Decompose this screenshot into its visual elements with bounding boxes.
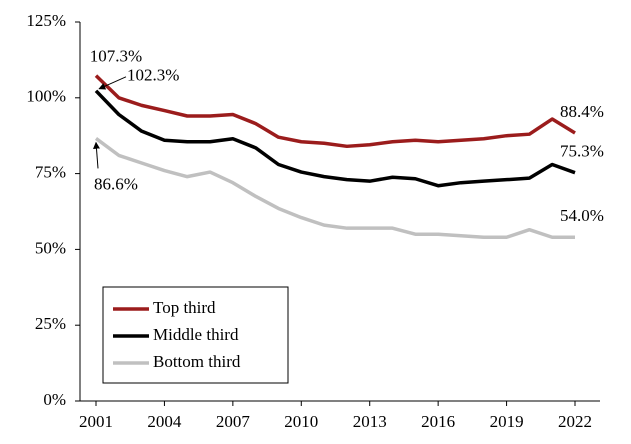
x-tick-label: 2001 xyxy=(79,412,113,431)
legend-label: Bottom third xyxy=(153,352,241,371)
annotation-arrow xyxy=(92,141,100,169)
series-line xyxy=(94,74,576,149)
x-tick-label: 2019 xyxy=(490,412,524,431)
y-tick-label: 0% xyxy=(43,390,66,409)
value-label: 86.6% xyxy=(94,174,138,193)
y-tick-label: 50% xyxy=(35,238,66,257)
series-line xyxy=(94,89,576,188)
x-tick-label: 2022 xyxy=(558,412,592,431)
x-tick-label: 2013 xyxy=(353,412,387,431)
x-tick-label: 2004 xyxy=(147,412,182,431)
value-label: 102.3% xyxy=(127,66,179,85)
value-label: 107.3% xyxy=(90,47,142,66)
value-label: 75.3% xyxy=(560,142,604,161)
x-tick-label: 2010 xyxy=(284,412,318,431)
x-tick-label: 2016 xyxy=(421,412,455,431)
legend-box xyxy=(102,286,289,384)
value-label: 88.4% xyxy=(560,102,604,121)
y-tick-label: 125% xyxy=(26,11,66,30)
y-tick-label: 100% xyxy=(26,87,66,106)
series-line xyxy=(94,137,575,240)
y-tick-label: 75% xyxy=(35,163,66,182)
value-label: 54.0% xyxy=(560,206,604,225)
legend-label: Top third xyxy=(153,298,216,317)
annotation-arrow xyxy=(98,76,127,90)
x-tick-label: 2007 xyxy=(216,412,251,431)
y-tick-label: 25% xyxy=(35,314,66,333)
legend-label: Middle third xyxy=(153,325,239,344)
